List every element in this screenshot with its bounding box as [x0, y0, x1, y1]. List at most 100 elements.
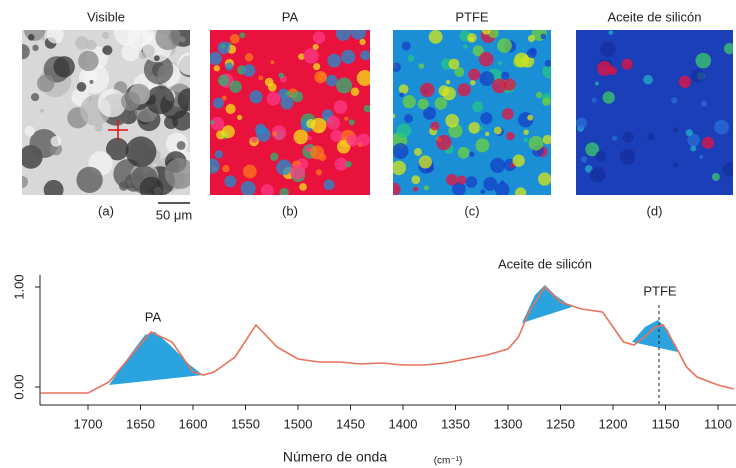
spot: [121, 43, 140, 62]
spot: [434, 97, 448, 110]
panel-image: [393, 30, 551, 195]
spot: [260, 184, 274, 195]
spot: [418, 155, 432, 169]
spot: [591, 97, 597, 103]
spot: [242, 164, 257, 179]
spot: [523, 129, 529, 135]
spot: [293, 129, 309, 145]
spot: [311, 117, 327, 134]
x-tick-label: 1650: [126, 416, 155, 431]
x-tick-label: 1250: [546, 416, 575, 431]
spot: [256, 127, 271, 142]
spot: [493, 126, 502, 135]
spot: [217, 74, 230, 87]
spot: [478, 51, 494, 67]
spot: [224, 62, 234, 71]
x-tick-label: 1200: [599, 416, 628, 431]
x-tick-label: 1150: [652, 416, 680, 431]
spot: [468, 68, 481, 81]
spot: [540, 33, 547, 40]
spot: [102, 47, 108, 54]
spot: [445, 79, 451, 85]
panel-image: [22, 30, 190, 195]
spot: [480, 112, 493, 125]
spot: [600, 41, 616, 57]
spot: [280, 96, 294, 110]
spot: [76, 82, 87, 92]
spot: [221, 95, 227, 101]
spot: [240, 180, 256, 195]
spot: [417, 98, 429, 110]
spot: [237, 114, 243, 121]
panel-label: (a): [98, 203, 114, 218]
spot: [472, 101, 483, 113]
spot: [94, 123, 103, 132]
spot: [291, 91, 304, 103]
spot: [264, 77, 274, 87]
y-tick-label: 0.00: [11, 374, 26, 399]
panel-title: PA: [282, 9, 299, 24]
spot: [113, 30, 141, 46]
spot: [472, 45, 484, 57]
spot: [312, 31, 326, 44]
spot: [685, 129, 693, 137]
spot: [535, 91, 543, 99]
spot: [359, 38, 366, 46]
panel-label: (d): [647, 203, 663, 218]
spot: [428, 30, 443, 44]
spot: [350, 87, 360, 96]
spot: [244, 53, 254, 62]
spot: [356, 69, 370, 86]
spot: [457, 146, 470, 159]
spot: [714, 119, 729, 135]
spot: [647, 132, 655, 141]
spot: [404, 114, 413, 123]
x-tick-label: 1300: [494, 416, 523, 431]
spot: [216, 130, 226, 140]
annotation: PTFE: [643, 283, 677, 298]
spot: [239, 32, 246, 39]
spot: [501, 108, 514, 120]
spot: [456, 175, 467, 185]
spot: [595, 150, 606, 162]
spot: [585, 142, 600, 157]
spot: [690, 68, 705, 83]
spot: [475, 138, 490, 153]
spot: [345, 160, 352, 168]
spot: [303, 48, 319, 64]
spot: [479, 71, 495, 87]
image-panels: Visible (a) PA (b) PTFE (c) Aceite de silicón (…: [22, 9, 733, 218]
spot: [317, 72, 327, 82]
spot: [393, 160, 407, 176]
spot: [346, 134, 359, 147]
spot: [214, 150, 224, 159]
spot: [272, 131, 278, 136]
spot: [258, 75, 264, 81]
spot: [251, 136, 258, 143]
spot: [488, 30, 499, 39]
spot: [687, 133, 700, 147]
spot: [469, 151, 475, 158]
spot: [341, 49, 356, 64]
spot: [414, 148, 422, 156]
spot: [363, 104, 370, 113]
spot: [266, 92, 281, 106]
spot: [465, 176, 478, 189]
x-tick-label: 1600: [179, 416, 208, 431]
spot: [671, 97, 678, 104]
spot: [678, 75, 692, 89]
spot: [225, 103, 236, 115]
spot: [278, 88, 289, 99]
spot: [39, 108, 44, 113]
spot: [722, 162, 733, 177]
scale-bar-label: 50 μm: [156, 207, 192, 222]
spot: [491, 78, 507, 94]
spot: [542, 134, 551, 145]
spot: [479, 125, 484, 131]
spot: [597, 61, 612, 76]
spot: [711, 173, 720, 181]
spot: [423, 185, 429, 191]
spot: [411, 175, 421, 185]
spot: [500, 180, 505, 185]
spot: [470, 79, 476, 86]
